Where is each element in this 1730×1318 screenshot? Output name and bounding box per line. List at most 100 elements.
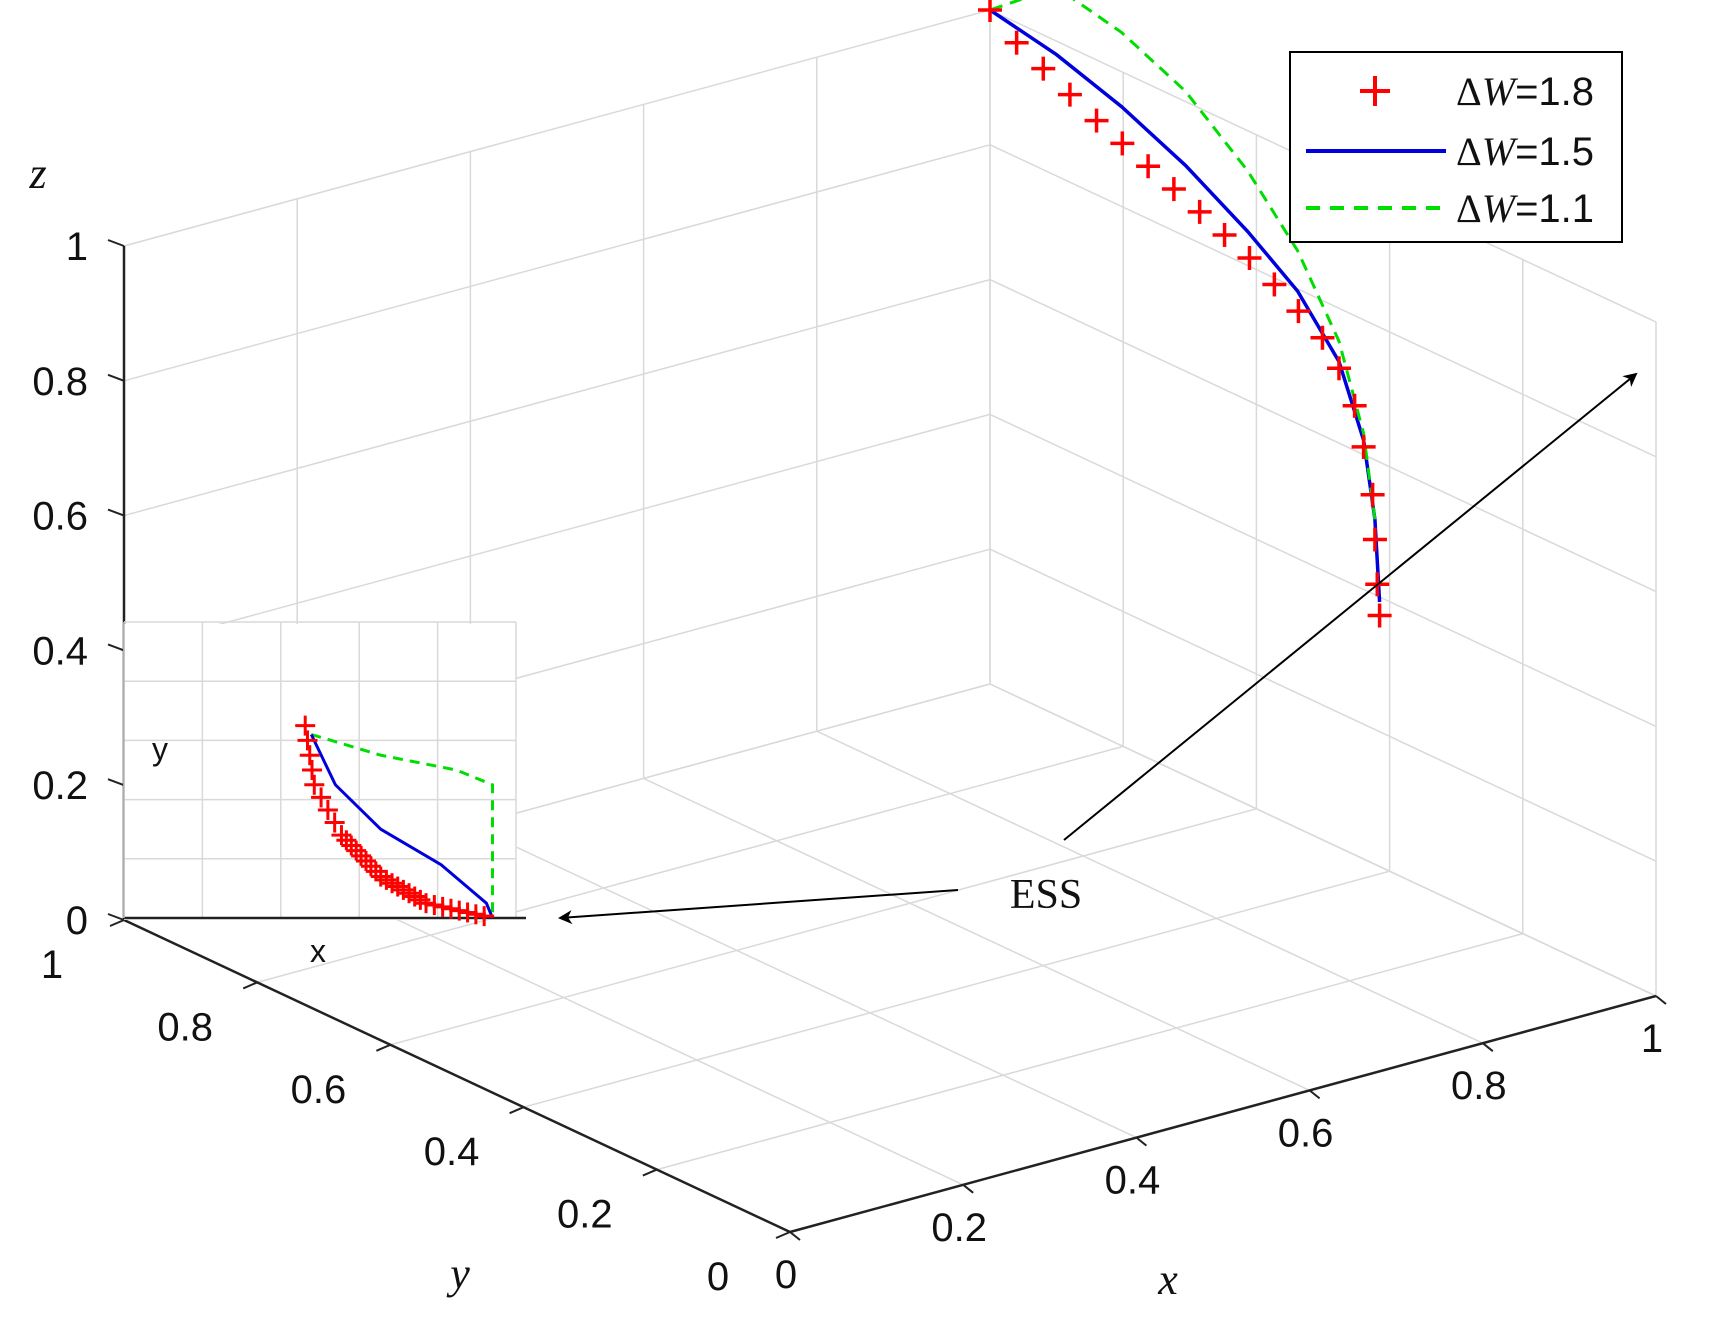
series-marker-dw-1-8 xyxy=(1286,299,1311,324)
series-marker-dw-1-8 xyxy=(1360,482,1385,507)
right-wall-gridline xyxy=(989,683,1657,997)
inset-marker-dw-1-8 xyxy=(304,774,325,795)
floor-gridline xyxy=(643,777,1310,1092)
floor-gridline xyxy=(816,730,1484,1044)
legend-item-dw-1-1: ΔW=1.1 xyxy=(1306,186,1594,231)
series-marker-dw-1-8 xyxy=(1342,393,1367,418)
y-axis-label: y xyxy=(446,1249,470,1298)
z-tick-label: 0 xyxy=(66,899,88,943)
inset-y-label: y xyxy=(152,731,168,767)
x-tick-label: 0.8 xyxy=(1451,1064,1507,1108)
floor-gridline xyxy=(296,872,964,1186)
right-wall-gridline xyxy=(989,278,1657,593)
legend-item-dw-1-5: ΔW=1.5 xyxy=(1306,129,1594,174)
floor-gridline xyxy=(523,870,1390,1108)
legend-label-dw-1-5: ΔW=1.5 xyxy=(1456,129,1594,174)
z-tick-mark xyxy=(107,643,125,652)
series-marker-dw-1-8 xyxy=(1136,154,1161,179)
ess-label: ESS xyxy=(1010,872,1082,918)
y-tick-mark xyxy=(509,1106,524,1115)
ess-arrow-to-inset xyxy=(558,889,959,925)
y-tick-mark xyxy=(642,1168,658,1177)
z-tick-label: 0.8 xyxy=(32,360,88,404)
inset-marker-dw-1-8 xyxy=(465,904,486,925)
z-tick-mark xyxy=(107,913,125,921)
right-wall-gridline xyxy=(989,548,1657,862)
ess-annotation: ESS xyxy=(558,372,1638,925)
right-wall-gridline xyxy=(989,144,1657,458)
inset-background xyxy=(124,624,516,920)
y-tick-mark xyxy=(376,1043,391,1052)
x-tick-mark xyxy=(1482,1042,1494,1052)
x-tick-mark xyxy=(789,1231,801,1241)
inset-marker-dw-1-8 xyxy=(432,896,453,917)
series-marker-dw-1-8 xyxy=(1310,325,1335,350)
inset-marker-dw-1-8 xyxy=(424,895,445,916)
x-tick-mark xyxy=(1308,1089,1321,1100)
inset-marker-dw-1-8 xyxy=(449,900,470,921)
z-tick-label: 0.6 xyxy=(32,495,88,539)
series-marker-dw-1-8 xyxy=(978,0,1002,22)
back-wall-gridline xyxy=(123,9,991,247)
inset-marker-dw-1-8 xyxy=(317,799,338,820)
legend-box xyxy=(1289,51,1623,243)
inset-marker-dw-1-8 xyxy=(324,812,345,833)
legend-label-dw-1-8: ΔW=1.8 xyxy=(1456,69,1594,114)
legend-var: W xyxy=(1482,186,1519,231)
series-marker-dw-1-8 xyxy=(1110,131,1135,156)
y-tick-mark xyxy=(775,1231,791,1239)
z-tick-label: 0.2 xyxy=(32,764,88,808)
series-marker-dw-1-8 xyxy=(1326,356,1351,381)
y-axis-line xyxy=(123,918,791,1234)
series-line-dw-1-5 xyxy=(989,8,1382,603)
back-wall-gridline xyxy=(123,278,991,517)
series-marker-dw-1-8 xyxy=(1262,272,1287,297)
inset-series xyxy=(295,715,495,927)
inset-marker-dw-1-8 xyxy=(295,715,316,736)
z-tick-mark xyxy=(107,239,125,247)
inset-marker-dw-1-8 xyxy=(302,760,323,780)
legend-value: =1.8 xyxy=(1515,70,1594,114)
series-marker-dw-1-8 xyxy=(1212,222,1237,247)
x-tick-mark xyxy=(1655,995,1667,1005)
series-marker-dw-1-8 xyxy=(1161,177,1186,202)
x-tick-label: 0.6 xyxy=(1278,1111,1334,1155)
series-marker-dw-1-8 xyxy=(1362,527,1387,552)
series-marker-dw-1-8 xyxy=(1057,82,1082,107)
floor-gridline xyxy=(656,932,1523,1171)
legend-delta: Δ xyxy=(1456,69,1482,114)
inset-xy-projection: y x xyxy=(123,621,526,969)
inset-marker-dw-1-8 xyxy=(416,893,437,914)
floor-gridline xyxy=(257,745,1124,984)
series-marker-dw-1-8 xyxy=(1084,108,1109,133)
legend-var: W xyxy=(1482,129,1519,174)
z-axis-label: z xyxy=(28,149,46,198)
series-marker-dw-1-8 xyxy=(1237,246,1262,271)
series-marker-dw-1-8 xyxy=(1031,56,1056,81)
inset-marker-dw-1-8 xyxy=(311,787,332,808)
inset-marker-dw-1-8 xyxy=(440,898,461,919)
x-tick-label: 0 xyxy=(775,1253,797,1297)
tick-labels: 0 0 0 0.2 0.2 0.2 0.4 0.4 0.4 0.6 0.6 0.6 0.8 0.8 0.8 1… xyxy=(32,225,1667,1299)
z-tick-mark xyxy=(107,373,125,382)
series-marker-dw-1-8 xyxy=(1187,199,1212,224)
series-layer xyxy=(978,0,1392,628)
legend-var: W xyxy=(1482,69,1519,114)
inset-marker-dw-1-8 xyxy=(474,906,495,927)
inset-x-label: x xyxy=(310,933,326,969)
series-marker-dw-1-8 xyxy=(1351,434,1376,459)
floor-gridline xyxy=(390,808,1257,1046)
y-tick-label: 0.2 xyxy=(557,1193,613,1237)
legend-delta: Δ xyxy=(1456,186,1482,231)
inset-marker-dw-1-8 xyxy=(299,745,320,766)
z-tick-label: 1 xyxy=(66,225,88,269)
inset-line-dw-1-5 xyxy=(309,733,494,919)
legend-value: =1.1 xyxy=(1515,187,1594,231)
z-tick-mark xyxy=(107,778,125,787)
z-tick-mark xyxy=(107,508,125,517)
y-tick-label: 0.4 xyxy=(424,1130,480,1174)
x-tick-mark xyxy=(1135,1136,1148,1147)
legend-swatch-plus-marker xyxy=(1360,76,1390,106)
x-axis-label: x xyxy=(1157,1255,1178,1304)
